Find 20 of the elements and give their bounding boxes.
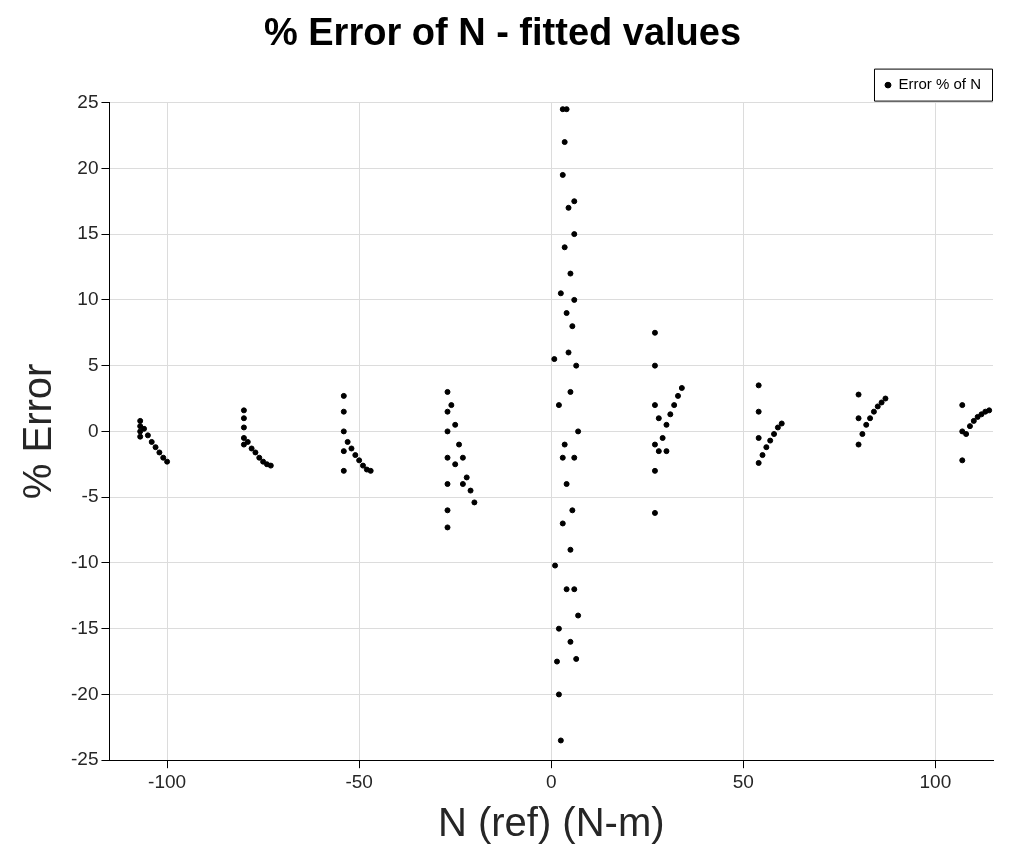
y-tick-label: 0 bbox=[87, 419, 99, 441]
x-tick-label: 0 bbox=[545, 770, 557, 792]
y-tick-label: -25 bbox=[70, 748, 99, 770]
y-tick-label: 5 bbox=[87, 353, 99, 375]
x-tick-label: 50 bbox=[732, 770, 754, 792]
x-axis-title: N (ref) (N-m) bbox=[437, 800, 665, 845]
chart-title: % Error of N - fitted values bbox=[263, 11, 742, 54]
x-tick-label: -50 bbox=[345, 770, 373, 792]
x-tick-label: 100 bbox=[919, 770, 952, 792]
y-tick-label: 10 bbox=[77, 288, 99, 310]
y-tick-label: -5 bbox=[81, 485, 99, 507]
y-tick-label: 25 bbox=[77, 90, 99, 112]
legend-label: Error % of N bbox=[898, 75, 981, 93]
y-tick-label: 15 bbox=[77, 222, 99, 244]
x-tick-label: -100 bbox=[148, 770, 187, 792]
y-axis-title: % Error bbox=[15, 363, 60, 500]
y-tick-label: -20 bbox=[70, 682, 99, 704]
y-tick-label: -15 bbox=[70, 616, 99, 638]
y-tick-label: -10 bbox=[70, 551, 99, 573]
y-tick-label: 20 bbox=[77, 156, 99, 178]
